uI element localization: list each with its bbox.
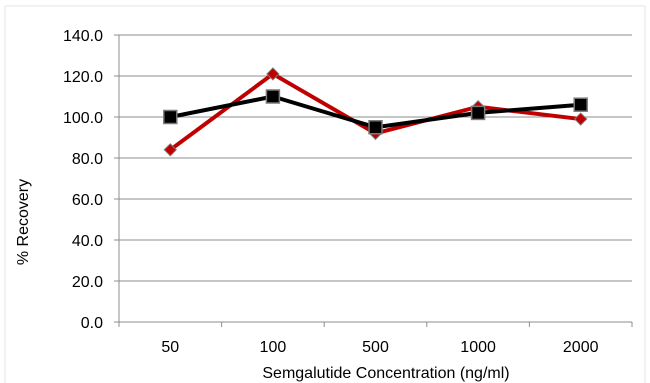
data-point [265, 89, 281, 104]
chart-frame [4, 5, 646, 383]
y-tick-label: 140.0 [63, 28, 103, 45]
series-1 [163, 67, 588, 157]
gridlines [119, 34, 632, 282]
series-2 [163, 89, 588, 135]
data-point [163, 143, 178, 157]
data-point [266, 67, 280, 81]
axes [114, 34, 633, 327]
data-point [573, 97, 588, 112]
x-axis-title: Semgalutide Concentration (ng/ml) [262, 365, 509, 382]
y-tick-labels: 0.0 20.0 40.0 60.0 80.0 100.0 120.0 140.0 [63, 28, 103, 332]
x-tick-label: 50 [161, 339, 179, 356]
data-point [470, 105, 486, 121]
x-tick-label: 500 [362, 339, 389, 356]
y-tick-label: 120.0 [63, 69, 103, 86]
y-tick-label: 20.0 [72, 274, 103, 291]
x-tick-label: 2000 [563, 339, 599, 356]
x-tick-label: 1000 [460, 339, 496, 356]
y-axis-title: % Recovery [15, 179, 32, 265]
y-tick-label: 0.0 [81, 315, 103, 332]
data-point [163, 109, 178, 125]
y-tick-label: 60.0 [72, 192, 103, 209]
x-tick-label: 100 [260, 339, 287, 356]
y-tick-label: 80.0 [72, 151, 103, 168]
data-point [368, 120, 383, 135]
y-tick-label: 100.0 [63, 110, 103, 127]
y-tick-label: 40.0 [72, 233, 103, 250]
x-tick-labels: 50 100 500 1000 2000 [161, 339, 598, 356]
series-layer [163, 67, 588, 157]
data-point [573, 112, 588, 126]
